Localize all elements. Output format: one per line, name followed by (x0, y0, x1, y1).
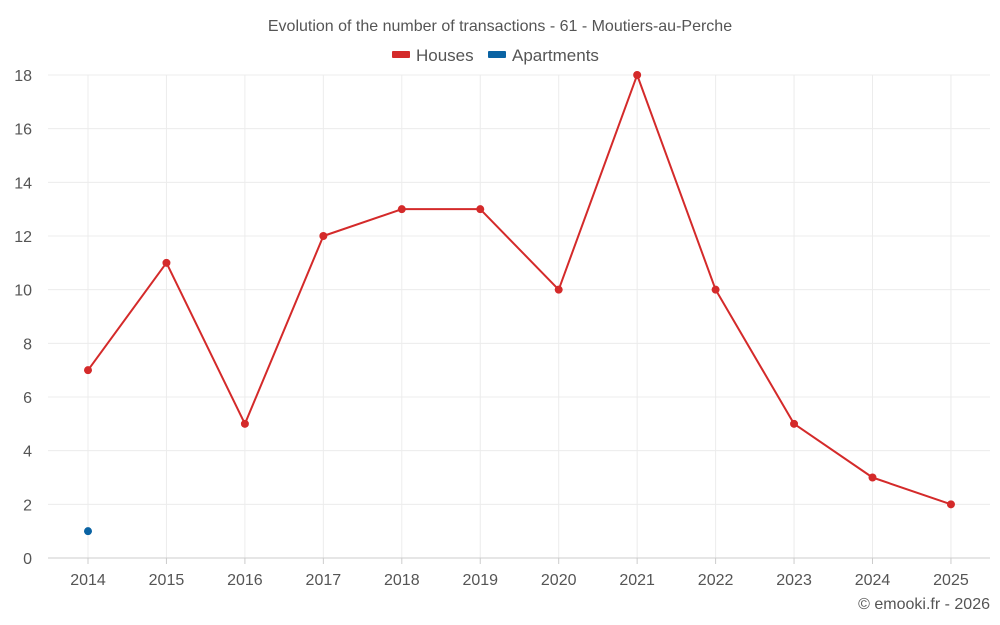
data-point-houses (633, 71, 642, 79)
x-tick-label: 2015 (149, 572, 185, 589)
x-tick-label: 2023 (776, 572, 812, 589)
legend-item-houses[interactable]: Houses (392, 46, 474, 65)
y-tick-label: 6 (23, 390, 32, 407)
legend: Houses Apartments (392, 46, 599, 65)
y-tick-label: 8 (23, 336, 32, 353)
legend-swatch-apartments (488, 51, 506, 58)
y-axis-ticks: 0 2 4 6 8 10 12 14 16 18 (14, 68, 32, 568)
y-tick-label: 4 (23, 444, 32, 461)
series-line-houses (87, 74, 952, 506)
credit-text: © emooki.fr - 2026 (858, 596, 990, 613)
y-tick-label: 12 (14, 229, 32, 246)
legend-item-apartments[interactable]: Apartments (488, 46, 599, 65)
x-tick-label: 2024 (855, 572, 891, 589)
y-tick-label: 0 (23, 551, 32, 568)
y-tick-label: 18 (14, 68, 32, 85)
x-tick-label: 2022 (698, 572, 734, 589)
x-tick-label: 2014 (70, 572, 106, 589)
data-point-houses (711, 285, 720, 294)
chart-title: Evolution of the number of transactions … (268, 18, 732, 35)
data-point-houses (946, 500, 955, 509)
data-point-houses (476, 205, 485, 214)
data-point-houses (790, 419, 799, 428)
series (84, 71, 955, 536)
x-tick-label: 2017 (306, 572, 342, 589)
data-point-houses (240, 419, 249, 428)
data-point-houses (162, 258, 171, 267)
legend-swatch-houses (392, 51, 410, 58)
y-tick-label: 16 (14, 122, 32, 139)
data-point-houses (554, 285, 563, 294)
legend-label-houses: Houses (416, 46, 474, 65)
x-tick-label: 2019 (462, 572, 498, 589)
x-tick-label: 2021 (619, 572, 655, 589)
y-tick-label: 10 (14, 283, 32, 300)
x-tick-label: 2025 (933, 572, 969, 589)
x-tick-label: 2020 (541, 572, 577, 589)
x-axis-ticks: 2014 2015 2016 2017 2018 2019 2020 2021 2022 2023… (70, 558, 969, 589)
x-tick-label: 2018 (384, 572, 420, 589)
data-point-houses (319, 232, 328, 240)
legend-label-apartments: Apartments (512, 46, 599, 65)
data-point-houses (868, 473, 877, 482)
grid (48, 74, 990, 558)
x-tick-label: 2016 (227, 572, 263, 589)
data-point-apartments (84, 527, 92, 536)
y-tick-label: 2 (23, 497, 32, 514)
data-point-houses (84, 366, 92, 375)
data-point-houses (397, 205, 406, 214)
y-tick-label: 14 (14, 175, 32, 192)
